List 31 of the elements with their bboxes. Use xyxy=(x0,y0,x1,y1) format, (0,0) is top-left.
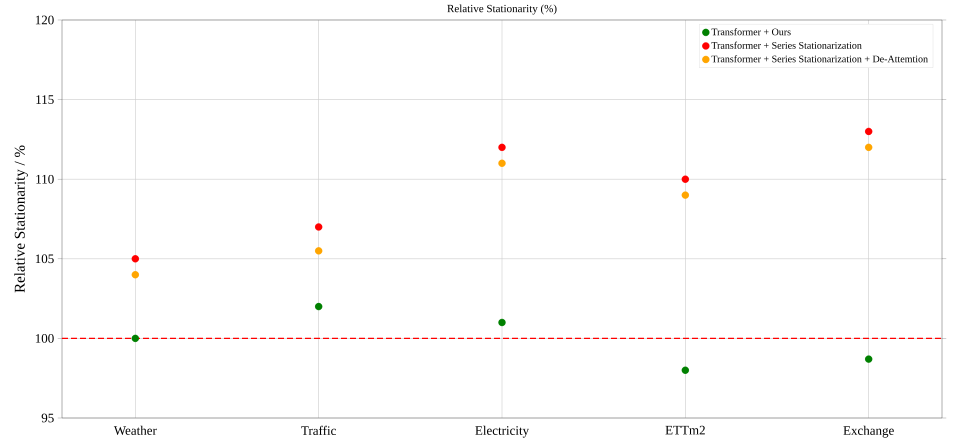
x-tick-label: Electricity xyxy=(475,426,530,438)
y-axis-title: Relative Stationarity / % xyxy=(14,146,28,293)
y-tick-label: 120 xyxy=(36,16,54,24)
legend-label: Transformer + Series Stationarization xyxy=(712,42,862,49)
x-tick-label: Weather xyxy=(114,426,157,435)
point xyxy=(132,271,140,278)
legend-label: Transformer + Series Stationarization + De-Attemtion xyxy=(712,55,928,62)
y-tick-label: 105 xyxy=(36,254,54,264)
point xyxy=(498,318,506,326)
point xyxy=(314,247,322,255)
point xyxy=(864,144,872,152)
chart-title: Relative Stationarity (%) xyxy=(447,4,557,14)
point xyxy=(682,176,690,183)
point xyxy=(132,334,140,342)
point xyxy=(682,366,690,374)
point xyxy=(864,355,872,363)
y-tick-label: 110 xyxy=(36,174,54,184)
legend-label: Transformer + Ours xyxy=(712,28,791,36)
x-tick-label: Traffic xyxy=(301,426,336,436)
x-tick-label: ETTm2 xyxy=(665,426,705,434)
y-tick-label: 95 xyxy=(42,414,54,422)
point xyxy=(682,191,690,199)
point xyxy=(314,223,322,231)
y-tick-label: 100 xyxy=(36,334,54,343)
point xyxy=(498,144,506,152)
y-tick-label: 115 xyxy=(36,95,54,104)
point xyxy=(132,255,140,262)
x-tick-label: Exchange xyxy=(843,426,894,438)
point xyxy=(864,128,872,136)
point xyxy=(314,302,322,310)
point xyxy=(498,160,506,167)
